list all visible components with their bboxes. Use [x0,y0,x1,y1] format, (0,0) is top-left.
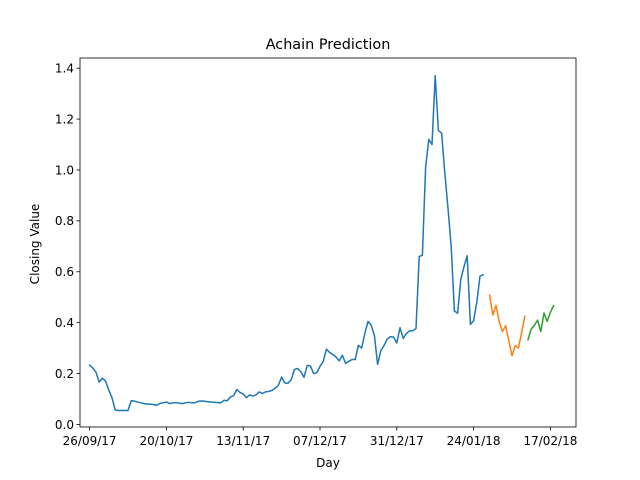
y-tick-label: 1.4 [55,61,74,75]
series-line-3 [527,304,555,341]
series-line-1 [88,75,485,412]
y-tick-label: 0.2 [55,367,74,381]
axes-layer: 0.0 0.2 0.4 0.6 0.8 1.0 1.2 1.4 26/09/17 20/10/17… [55,57,577,448]
x-tick-label: 17/02/18 [523,434,577,448]
y-tick-label: 0.4 [55,316,74,330]
series-layer [88,75,555,412]
y-tick-label: 0.0 [55,418,74,432]
x-tick-label: 07/12/17 [293,434,347,448]
x-tick-label: 26/09/17 [63,434,117,448]
x-tick-label: 24/01/18 [447,434,501,448]
y-tick-label: 1.2 [55,112,74,126]
y-tick-label: 0.8 [55,214,74,228]
axes-frame [79,57,577,428]
x-tick-label: 31/12/17 [370,434,424,448]
y-tick-label: 1.0 [55,163,74,177]
y-axis-title: Closing Value [28,204,42,285]
x-tick-label: 13/11/17 [216,434,270,448]
chart-title: Achain Prediction [266,37,391,53]
y-tick-label: 0.6 [55,265,74,279]
series-line-2 [488,294,526,357]
plot-area [80,58,576,427]
x-axis-title: Day [316,456,340,470]
x-tick-label: 20/10/17 [139,434,193,448]
